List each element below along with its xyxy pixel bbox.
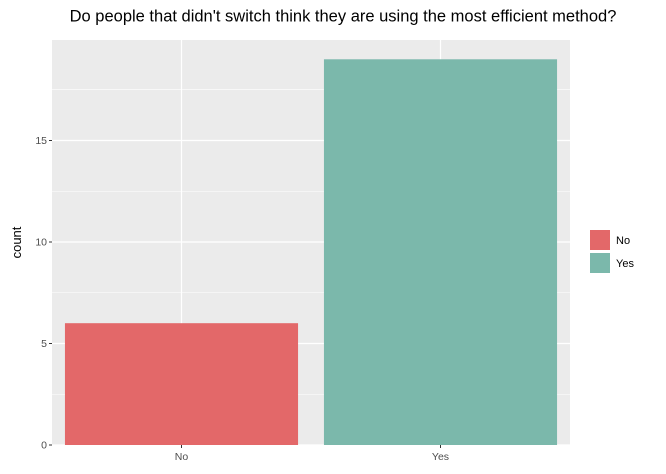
x-tick-label: No: [175, 451, 189, 463]
axes: 0 5 10 15 No Yes: [35, 135, 449, 463]
y-tick-label: 10: [35, 237, 47, 249]
bars: [64, 59, 558, 446]
bar-yes: [323, 59, 558, 446]
legend: No Yes: [590, 230, 634, 273]
y-tick-label: 5: [41, 338, 47, 350]
y-tick-label: 15: [35, 135, 47, 147]
legend-key-no: [590, 230, 610, 250]
legend-label: No: [616, 235, 630, 247]
y-tick-label: 0: [41, 440, 47, 452]
bar-no: [64, 323, 299, 445]
legend-label: Yes: [616, 258, 634, 270]
y-axis-title: count: [9, 226, 24, 258]
legend-key-yes: [590, 253, 610, 273]
chart-title: Do people that didn't switch think they …: [70, 8, 617, 26]
x-tick-label: Yes: [432, 451, 449, 463]
